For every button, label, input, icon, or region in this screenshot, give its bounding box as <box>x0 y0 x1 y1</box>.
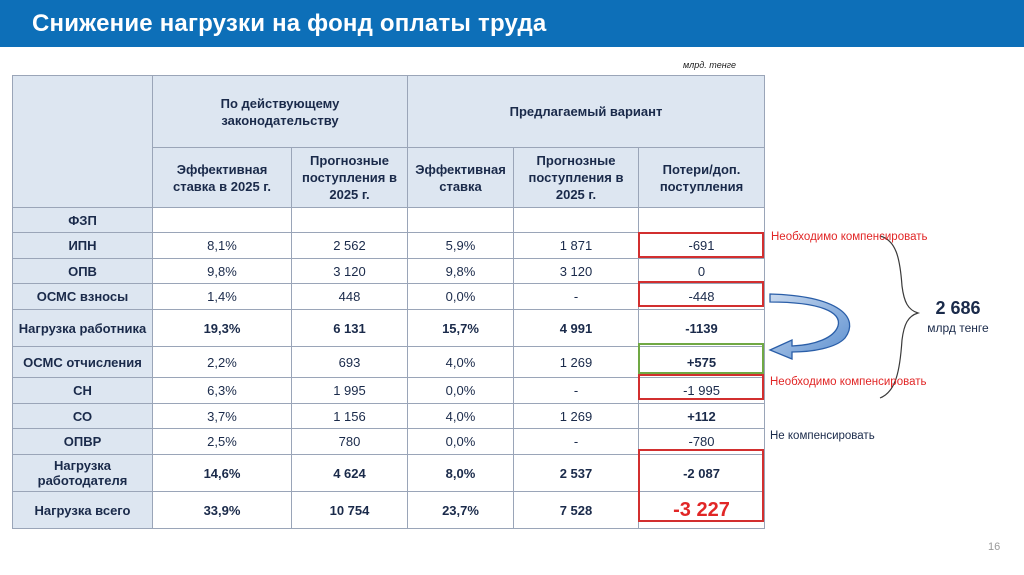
slide-title: Снижение нагрузки на фонд оплаты труда <box>32 10 547 37</box>
title-bar: Снижение нагрузки на фонд оплаты труда <box>0 0 1024 47</box>
table-body: ФЗП ИПН 8,1% 2 562 5,9% 1 871 -691 ОПВ 9,8% 3 120… <box>12 207 765 529</box>
cell-losses: +112 <box>638 403 765 429</box>
cell-forecast-2025-proposed: - <box>513 377 639 404</box>
cell-eff-rate: 23,7% <box>407 491 514 529</box>
row-label: СН <box>12 377 153 404</box>
highlight-box-osms-deductions <box>638 343 764 374</box>
cell-eff-rate: 4,0% <box>407 346 514 378</box>
cell-losses: -1139 <box>638 309 765 347</box>
row-label: Нагрузка всего <box>12 491 153 529</box>
right-brace-icon <box>879 235 921 399</box>
tax-load-table: По действующему законодательству Предлаг… <box>12 75 765 529</box>
group-header-proposed: Предлагаемый вариант <box>407 75 765 148</box>
note-no-compensate: Не компенсировать <box>770 430 875 442</box>
cell-eff-rate: 0,0% <box>407 283 514 310</box>
cell-forecast-2025-proposed: 4 991 <box>513 309 639 347</box>
col-header-losses: Потери/доп. поступления <box>638 147 765 208</box>
unit-note: млрд. тенге <box>683 60 737 70</box>
cell-forecast-2025-proposed: 1 269 <box>513 403 639 429</box>
col-header-forecast-2025: Прогнозные поступления в 2025 г. <box>291 147 408 208</box>
highlight-box-ipn <box>638 232 764 258</box>
highlight-box-totals <box>638 449 764 522</box>
cell-eff-rate-2025: 2,5% <box>152 428 292 455</box>
cell-forecast-2025: 1 156 <box>291 403 408 429</box>
table-row: Нагрузка работодателя 14,6% 4 624 8,0% 2 537… <box>12 454 765 492</box>
cell-forecast-2025: 1 995 <box>291 377 408 404</box>
cell-forecast-2025: 2 562 <box>291 232 408 259</box>
col-header-eff-rate-2025: Эффективная ставка в 2025 г. <box>152 147 292 208</box>
cell-forecast-2025: 6 131 <box>291 309 408 347</box>
row-label: ОПВ <box>12 258 153 284</box>
cell-eff-rate-2025: 19,3% <box>152 309 292 347</box>
table-row: СН 6,3% 1 995 0,0% - -1 995 <box>12 377 765 404</box>
corner-header-cell <box>12 75 153 208</box>
table-row: ОСМС отчисления 2,2% 693 4,0% 1 269 +575 <box>12 346 765 378</box>
cell-eff-rate-2025: 33,9% <box>152 491 292 529</box>
row-label: ОСМС взносы <box>12 283 153 310</box>
cell-eff-rate-2025: 2,2% <box>152 346 292 378</box>
cell-eff-rate: 15,7% <box>407 309 514 347</box>
table-row: ОПВР 2,5% 780 0,0% - -780 <box>12 428 765 455</box>
cell-forecast-2025-proposed: 7 528 <box>513 491 639 529</box>
cell-forecast-2025-proposed: 2 537 <box>513 454 639 492</box>
cell-eff-rate: 0,0% <box>407 428 514 455</box>
note-compensate-2: Необходимо компенсировать <box>770 376 927 388</box>
note-compensate-1: Необходимо компенсировать <box>771 231 928 243</box>
cell-eff-rate-2025 <box>152 207 292 233</box>
highlight-box-osms-contrib <box>638 281 764 307</box>
total-compensation-unit: млрд тенге <box>927 321 989 335</box>
row-label: ОСМС отчисления <box>12 346 153 378</box>
col-header-forecast-2025-proposed: Прогнозные поступления в 2025 г. <box>513 147 639 208</box>
table-row: ФЗП <box>12 207 765 233</box>
cell-eff-rate-2025: 8,1% <box>152 232 292 259</box>
row-label: ФЗП <box>12 207 153 233</box>
row-label: Нагрузка работника <box>12 309 153 347</box>
cell-eff-rate: 0,0% <box>407 377 514 404</box>
row-label: ОПВР <box>12 428 153 455</box>
table-row: Нагрузка работника 19,3% 6 131 15,7% 4 991 -1… <box>12 309 765 347</box>
cell-forecast-2025-proposed <box>513 207 639 233</box>
curved-arrow-icon <box>768 293 851 360</box>
table-row: Нагрузка всего 33,9% 10 754 23,7% 7 528 -3 22… <box>12 491 765 529</box>
cell-losses: -3 227 <box>638 491 765 529</box>
table-row: СО 3,7% 1 156 4,0% 1 269 +112 <box>12 403 765 429</box>
cell-forecast-2025: 780 <box>291 428 408 455</box>
cell-losses: 0 <box>638 258 765 284</box>
cell-eff-rate: 9,8% <box>407 258 514 284</box>
total-compensation-value: 2 686 <box>935 298 981 318</box>
page-number: 16 <box>988 541 1001 553</box>
cell-eff-rate-2025: 1,4% <box>152 283 292 310</box>
cell-eff-rate: 8,0% <box>407 454 514 492</box>
highlight-box-sn <box>638 374 764 400</box>
cell-forecast-2025: 10 754 <box>291 491 408 529</box>
row-label: СО <box>12 403 153 429</box>
row-label: ИПН <box>12 232 153 259</box>
cell-losses: -2 087 <box>638 454 765 492</box>
